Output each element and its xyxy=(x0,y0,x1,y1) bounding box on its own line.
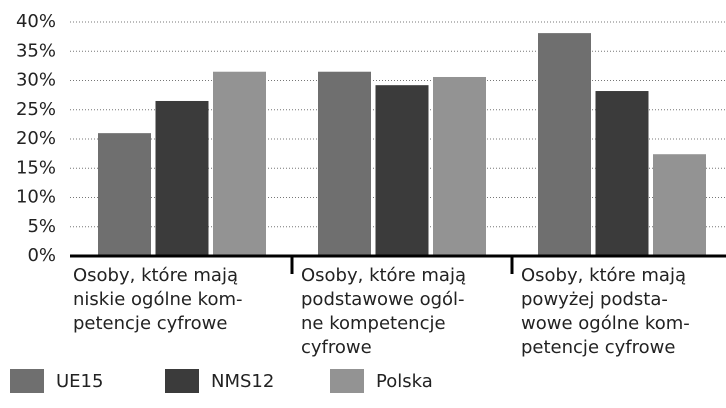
bar xyxy=(433,76,486,257)
bar xyxy=(653,154,706,256)
legend-label: NMS12 xyxy=(211,371,274,392)
legend-swatch xyxy=(165,369,199,393)
x-tick-label: powyżej podsta- xyxy=(521,289,668,310)
y-tick-label: 25% xyxy=(16,99,56,120)
x-tick-label: podstawowe ogól- xyxy=(301,289,465,310)
bar xyxy=(375,85,429,257)
y-tick-label: 0% xyxy=(27,245,56,266)
bar xyxy=(155,100,209,256)
x-tick-label: cyfrowe xyxy=(301,337,372,358)
x-tick-label: petencje cyfrowe xyxy=(73,313,227,334)
x-tick-label: ne kompetencje xyxy=(301,313,446,334)
bar xyxy=(98,133,151,256)
y-tick-label: 10% xyxy=(16,187,56,208)
y-tick-label: 5% xyxy=(27,216,56,237)
bar xyxy=(213,71,266,256)
legend-label: UE15 xyxy=(56,371,103,392)
x-tick-label: niskie ogólne kom- xyxy=(73,289,243,310)
bar xyxy=(318,71,371,256)
x-tick-label: Osoby, które mają xyxy=(521,265,686,286)
x-tick-label: wowe ogólne kom- xyxy=(521,313,690,334)
bar xyxy=(538,33,591,256)
y-tick-label: 30% xyxy=(16,70,56,91)
legend-swatch xyxy=(10,369,44,393)
legend-label: Polska xyxy=(376,371,433,392)
y-tick-label: 20% xyxy=(16,128,56,149)
x-tick-label: Osoby, które mają xyxy=(73,265,238,286)
x-tick-label: Osoby, które mają xyxy=(301,265,466,286)
y-tick-label: 15% xyxy=(16,157,56,178)
bar xyxy=(595,91,649,256)
x-tick-label: petencje cyfrowe xyxy=(521,337,675,358)
legend-swatch xyxy=(330,369,364,393)
y-tick-label: 35% xyxy=(16,40,56,61)
y-tick-label: 40% xyxy=(16,11,56,32)
